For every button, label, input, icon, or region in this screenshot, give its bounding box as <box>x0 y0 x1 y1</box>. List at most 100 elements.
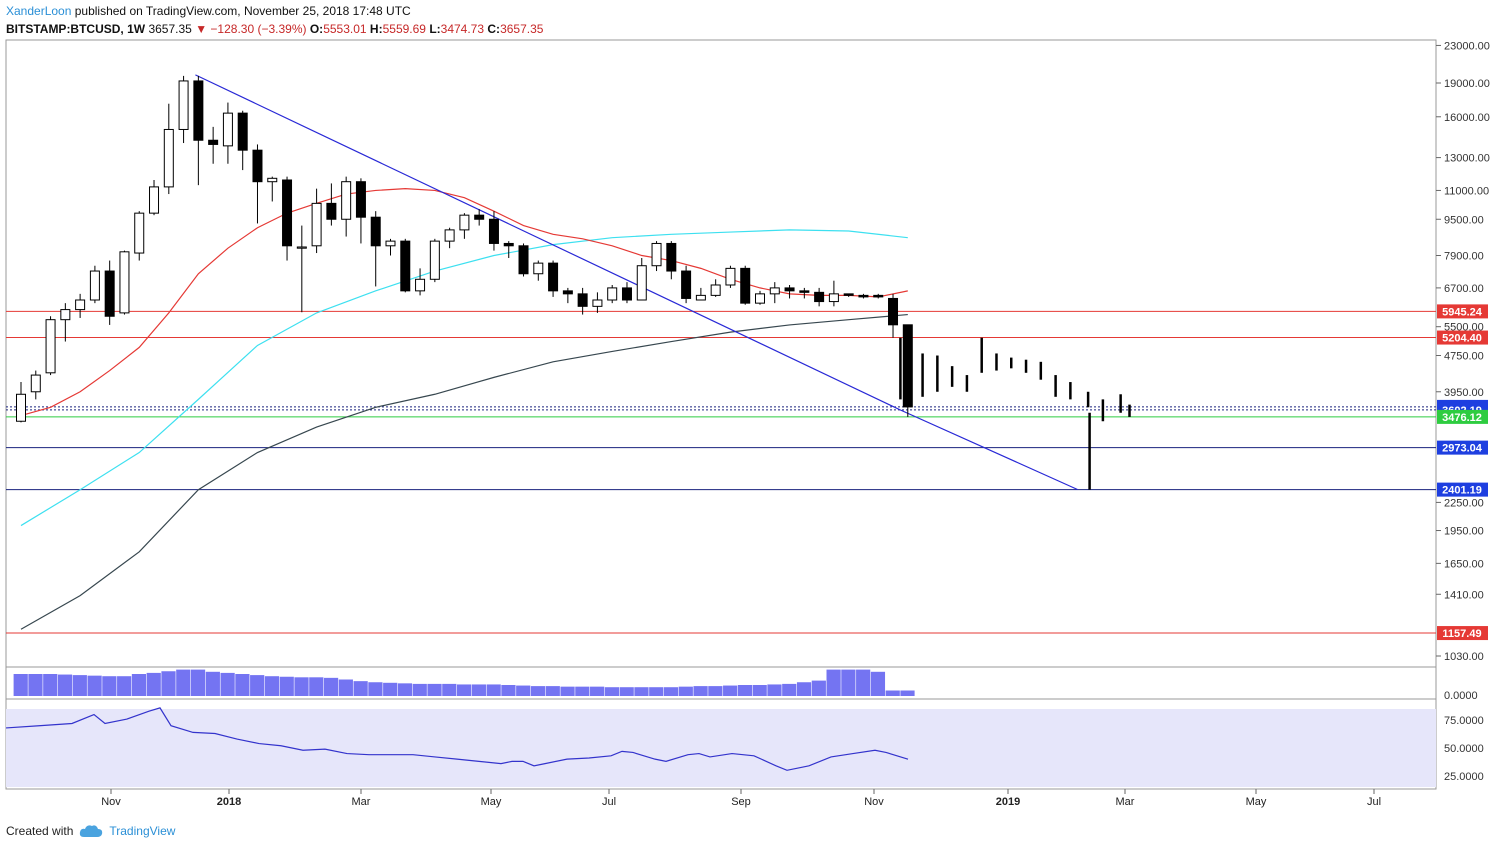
volume-bar <box>235 674 250 696</box>
candle-body <box>548 262 559 292</box>
volume-bar <box>412 683 427 696</box>
volume-bar <box>146 672 161 696</box>
volume-bar <box>102 676 117 696</box>
volume-bar <box>486 684 501 696</box>
footer: Created with TradingView <box>6 824 175 838</box>
price-tick-label: 3950.00 <box>1444 387 1484 399</box>
moving-average-red-line <box>20 188 908 417</box>
candle-body <box>858 294 869 298</box>
time-tick-label: May <box>481 796 502 808</box>
candle-body <box>518 245 529 275</box>
close-value: 3657.35 <box>500 22 544 36</box>
volume-bar <box>383 682 398 696</box>
low-label: L: <box>429 22 441 36</box>
candle-body <box>681 270 692 299</box>
candle-body <box>193 80 204 141</box>
price-tick-label: 1650.00 <box>1444 558 1484 570</box>
candle-body <box>459 214 470 231</box>
open-value: 5553.01 <box>323 22 367 36</box>
price-tick-label: 11000.00 <box>1444 185 1489 197</box>
time-tick-label: Nov <box>101 796 121 808</box>
volume-bar <box>530 686 546 696</box>
time-tick-label: Sep <box>731 796 751 808</box>
rsi-tick-label: 50.0000 <box>1444 743 1484 755</box>
volume-bar <box>442 683 457 696</box>
price-tick-label: 19000.00 <box>1444 78 1490 90</box>
price-label-box <box>1437 626 1488 641</box>
volume-bar <box>900 690 915 696</box>
volume-bar <box>663 687 679 696</box>
candle-body <box>577 293 588 307</box>
candle-body <box>755 293 765 304</box>
candle-body <box>666 242 677 272</box>
volume-bar <box>811 680 826 696</box>
chart-header-ohlc: BITSTAMP:BTCUSD, 1W 3657.35 ▼ −128.30 (−… <box>6 22 543 36</box>
candle-body <box>163 128 174 188</box>
moving-average-dark-line <box>20 313 908 630</box>
volume-bar <box>264 676 280 696</box>
projection-bars <box>899 337 1131 490</box>
volume-bar <box>516 685 531 696</box>
price-tick-label: 13000.00 <box>1444 153 1490 165</box>
volume-bar <box>634 687 649 696</box>
volume-bar <box>43 674 58 696</box>
candles <box>16 75 913 423</box>
candle-body <box>149 186 160 214</box>
volume-bar <box>604 687 619 696</box>
candle-body <box>533 262 544 275</box>
price-tick-label: 7900.00 <box>1444 251 1484 263</box>
volume-bar <box>457 684 472 696</box>
volume-bar <box>57 674 73 696</box>
candle-body <box>888 297 899 326</box>
last-price: 3657.35 <box>148 22 192 36</box>
time-tick-label: Mar <box>352 796 371 808</box>
price-pane[interactable] <box>5 39 1437 668</box>
candle-body <box>30 374 41 393</box>
price-tick-label: 2250.00 <box>1444 497 1484 509</box>
volume-tick-label: 0.0000 <box>1444 690 1478 702</box>
time-axis[interactable]: Nov 2018 Mar May Jul Sep Nov 2019 Mar May Jul <box>101 789 1381 808</box>
volume-bar <box>338 679 353 696</box>
trendline-group <box>195 74 1079 491</box>
volume-bar <box>176 669 191 696</box>
candle-body <box>134 212 145 254</box>
price-label-text: 5204.40 <box>1442 333 1482 345</box>
chart-header-publisher: XanderLoon published on TradingView.com,… <box>6 4 411 18</box>
price-label-text: 2401.19 <box>1442 485 1482 497</box>
candle-body <box>252 149 263 183</box>
volume-bar <box>575 686 590 696</box>
down-arrow-icon: ▼ <box>195 22 208 36</box>
volume-bar <box>619 687 634 696</box>
volume-bar <box>782 683 797 696</box>
volume-bar <box>796 682 812 696</box>
time-tick-label: May <box>1246 796 1267 808</box>
low-value: 3474.73 <box>440 22 485 36</box>
candle-body <box>296 246 307 249</box>
volume-bar <box>309 677 324 696</box>
tradingview-cloud-icon <box>80 825 103 837</box>
candle-body <box>370 216 381 247</box>
candle-body <box>843 293 854 296</box>
candle-body <box>89 270 100 301</box>
high-value: 5559.69 <box>382 22 426 36</box>
price-label-text: 1157.49 <box>1442 628 1481 640</box>
price-label-text: 2973.04 <box>1442 443 1483 455</box>
candle-body <box>769 287 780 295</box>
rsi-line-group <box>5 707 909 771</box>
candle-body <box>267 177 278 183</box>
symbol-label: BITSTAMP:BTCUSD, 1W <box>6 22 146 36</box>
rsi-band <box>6 709 1436 787</box>
candle-body <box>75 299 86 311</box>
chart-canvas[interactable]: 23000.00 19000.00 16000.00 13000.00 11000.00… <box>0 0 1502 820</box>
price-label-box <box>1437 440 1488 455</box>
price-change: −128.30 (−3.39%) <box>210 22 307 36</box>
rsi-line <box>5 707 909 771</box>
volume-bar <box>870 671 886 696</box>
candle-body <box>104 270 115 317</box>
tradingview-brand-link[interactable]: TradingView <box>109 824 176 838</box>
rsi-tick-label: 25.0000 <box>1444 771 1484 783</box>
volume-bar <box>323 677 339 696</box>
author-link[interactable]: XanderLoon <box>6 4 72 18</box>
price-label-text: 3476.12 <box>1442 412 1482 424</box>
candle-body <box>828 293 839 303</box>
